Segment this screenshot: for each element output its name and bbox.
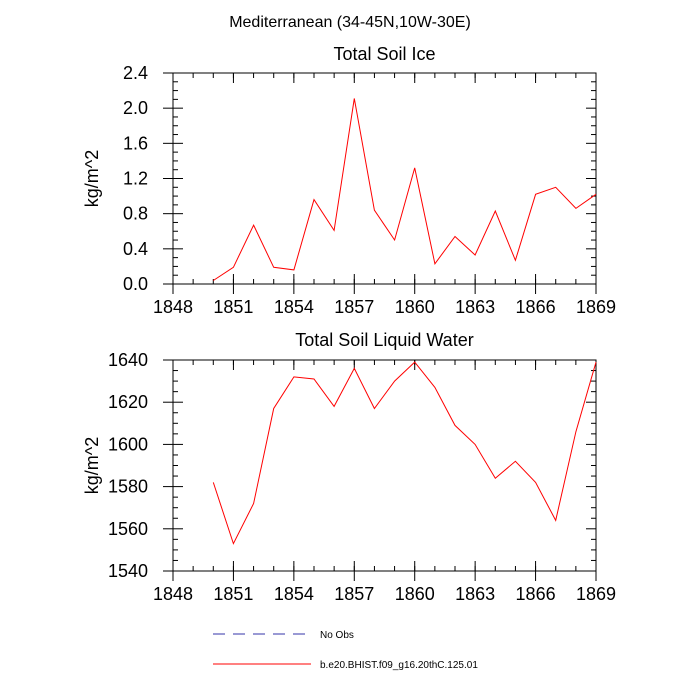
plot-frame [172,72,597,285]
panel-title: Total Soil Liquid Water [295,330,473,350]
x-tick-label: 1869 [576,584,616,604]
panel-title: Total Soil Ice [333,44,435,64]
y-axis-label: kg/m^2 [82,437,102,494]
plot-frame [172,359,597,572]
x-tick-label: 1866 [516,297,556,317]
x-tick-label: 1848 [153,297,193,317]
series-line [213,98,597,281]
y-tick-label: 0.4 [123,239,148,259]
y-axis-label: kg/m^2 [82,150,102,207]
x-tick-label: 1866 [516,584,556,604]
x-tick-label: 1851 [213,584,253,604]
y-tick-label: 1560 [108,519,148,539]
y-tick-label: 0.0 [123,274,148,294]
x-tick-label: 1869 [576,297,616,317]
x-tick-label: 1860 [395,297,435,317]
x-tick-label: 1857 [334,584,374,604]
panel-total-soil-liquid-water: Total Soil Liquid Water 1848 1851 1854 1857 1… [82,330,616,604]
y-tick-label: 1620 [108,392,148,412]
y-tick-label: 1.2 [123,169,148,189]
x-tick-label: 1863 [455,584,495,604]
figure-title: Mediterranean (34-45N,10W-30E) [229,14,471,31]
x-tick-label: 1851 [213,297,253,317]
y-tick-label: 1.6 [123,133,148,153]
y-tick-label: 1640 [108,350,148,370]
y-tick-label: 0.8 [123,204,148,224]
x-tick-label: 1860 [395,584,435,604]
legend-label-no-obs: No Obs [320,630,354,641]
y-tick-label: 1580 [108,477,148,497]
y-tick-label: 2.4 [123,63,148,83]
x-tick-label: 1848 [153,584,193,604]
y-tick-label: 1600 [108,434,148,454]
legend-label-model: b.e20.BHIST.f09_g16.20thC.125.01 [320,660,478,671]
x-tick-label: 1854 [274,297,314,317]
series-line [212,361,597,545]
x-tick-label: 1854 [274,584,314,604]
y-tick-label: 2.0 [123,98,148,118]
legend: No Obs b.e20.BHIST.f09_g16.20thC.125.01 [213,630,478,671]
panel-total-soil-ice: Total Soil Ice 1848 1851 1854 1857 1860 1863 18… [82,44,616,317]
y-tick-label: 1540 [108,561,148,581]
x-tick-label: 1863 [455,297,495,317]
x-tick-label: 1857 [334,297,374,317]
